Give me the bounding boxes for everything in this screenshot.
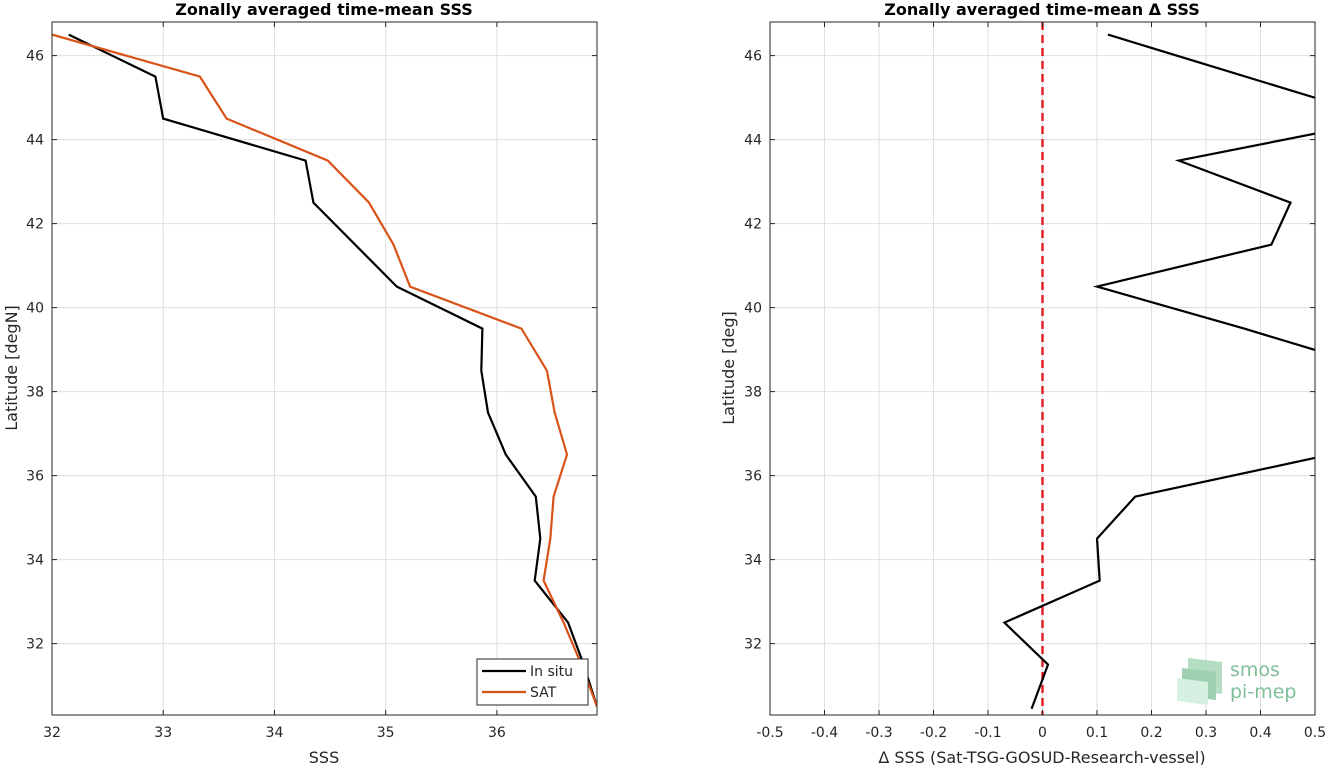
sss-profile-panel: 32 33 34 35 36 32 34 36 38 40 42 44 46 Zonally avera… <box>2 0 598 765</box>
x-tick-label: 0.4 <box>1249 725 1271 741</box>
x-tick-label: -0.2 <box>920 725 947 741</box>
y-tick-label: 40 <box>744 301 762 317</box>
x-tick-label: 0.1 <box>1086 725 1108 741</box>
smos-pi-mep-logo: smos pi-mep <box>1177 658 1296 705</box>
delta-sss-panel: -0.5 -0.4 -0.3 -0.2 -0.1 0 0.1 0.2 0.3 0.4 0.5 32 34… <box>719 0 1326 765</box>
left-x-axis-label: SSS <box>309 748 339 765</box>
x-tick-label: 34 <box>266 725 284 741</box>
x-tick-label: 32 <box>43 725 61 741</box>
y-tick-label: 42 <box>744 217 762 233</box>
y-tick-label: 34 <box>744 553 762 569</box>
y-tick-label: 32 <box>744 637 762 653</box>
y-tick-label: 34 <box>26 553 44 569</box>
legend: In situ SAT <box>476 658 589 706</box>
right-chart-title: Zonally averaged time-mean Δ SSS <box>884 0 1200 19</box>
x-tick-label: -0.3 <box>865 725 892 741</box>
y-tick-label: 44 <box>26 133 44 149</box>
x-tick-label: -0.5 <box>756 725 783 741</box>
x-tick-label: 0.5 <box>1304 725 1326 741</box>
x-tick-label: -0.4 <box>811 725 838 741</box>
x-tick-label: 0.2 <box>1140 725 1162 741</box>
y-tick-label: 46 <box>744 49 762 65</box>
y-tick-label: 36 <box>744 469 762 485</box>
right-series <box>1002 22 1315 715</box>
y-tick-label: 38 <box>744 385 762 401</box>
x-tick-label: 33 <box>154 725 172 741</box>
x-tick-label: 0.3 <box>1195 725 1217 741</box>
left-y-axis-label: Latitude [degN] <box>2 305 21 431</box>
y-tick-label: 42 <box>26 217 44 233</box>
y-tick-label: 40 <box>26 301 44 317</box>
left-axes-frame <box>51 21 598 716</box>
y-tick-label: 46 <box>26 49 44 65</box>
logo-line-2: pi-mep <box>1230 681 1296 703</box>
x-tick-label: 35 <box>377 725 395 741</box>
x-tick-label: 36 <box>488 725 506 741</box>
left-chart-title: Zonally averaged time-mean SSS <box>175 0 473 19</box>
left-series <box>52 33 597 707</box>
x-tick-label: -0.1 <box>974 725 1001 741</box>
delta-series-line <box>1002 33 1315 710</box>
x-tick-label: 0 <box>1038 725 1047 741</box>
right-x-axis-label: Δ SSS (Sat-TSG-GOSUD-Research-vessel) <box>878 748 1205 765</box>
y-tick-label: 38 <box>26 385 44 401</box>
right-y-axis-label: Latitude [deg] <box>719 311 738 425</box>
in-situ-series-line <box>68 33 597 707</box>
logo-line-1: smos <box>1230 659 1280 681</box>
y-tick-label: 32 <box>26 637 44 653</box>
y-tick-label: 44 <box>744 133 762 149</box>
sat-series-line <box>52 33 597 707</box>
logo-emblem-icon <box>1177 658 1222 705</box>
legend-box <box>476 658 589 706</box>
legend-label-sat: SAT <box>530 685 557 701</box>
y-tick-label: 36 <box>26 469 44 485</box>
legend-label-in-situ: In situ <box>530 664 573 680</box>
right-ticks: -0.5 -0.4 -0.3 -0.2 -0.1 0 0.1 0.2 0.3 0.4 0.5 32 34… <box>744 22 1326 741</box>
left-ticks: 32 33 34 35 36 32 34 36 38 40 42 44 46 <box>26 22 597 741</box>
